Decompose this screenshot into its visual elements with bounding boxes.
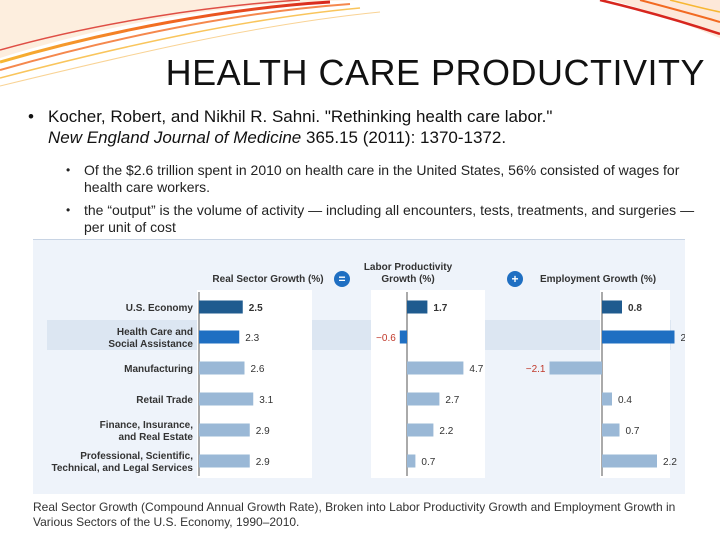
data-bar <box>407 392 440 406</box>
data-bar <box>602 454 657 468</box>
category-label: Retail Trade <box>136 395 193 406</box>
category-label: U.S. Economy <box>126 303 194 314</box>
data-label: −0.6 <box>376 333 396 344</box>
data-bar <box>199 423 250 437</box>
category-label: Professional, Scientific, Technical, and … <box>51 451 193 474</box>
sub-bullet-text: Of the $2.6 trillion spent in 2010 on he… <box>84 162 680 195</box>
data-label: 3.1 <box>259 395 273 406</box>
data-bar <box>199 361 245 375</box>
citation-journal: New England Journal of Medicine <box>48 128 302 147</box>
data-bar <box>407 300 428 314</box>
data-label: 2.9 <box>256 426 270 437</box>
data-label: 2.6 <box>251 364 265 375</box>
operator-symbol: + <box>511 272 518 286</box>
data-label: 2.2 <box>439 426 453 437</box>
category-label: Health Care and Social Assistance <box>108 327 193 350</box>
series-header: Employment Growth (%) <box>540 274 656 285</box>
operator-symbol: = <box>338 272 345 286</box>
operator-circle <box>334 271 350 287</box>
slide-title: HEALTH CARE PRODUCTIVITY <box>165 52 705 93</box>
data-bar <box>399 330 407 344</box>
data-bar <box>407 361 464 375</box>
data-label: 2.5 <box>249 303 263 314</box>
chart-panel <box>371 290 485 478</box>
data-label: 4.7 <box>469 364 483 375</box>
bullet-dot: • <box>28 107 34 126</box>
data-bar <box>602 423 620 437</box>
series-header: Real Sector Growth (%) <box>212 274 323 285</box>
citation-bullet: • Kocher, Robert, and Nikhil R. Sahni. "… <box>28 106 698 148</box>
data-label: 2.2 <box>663 457 677 468</box>
sub-bullet-list: • Of the $2.6 trillion spent in 2010 on … <box>66 162 698 236</box>
decorative-swirl-graphic <box>0 0 720 87</box>
chart-caption: Real Sector Growth (Compound Annual Grow… <box>33 500 676 529</box>
data-label: −2.1 <box>526 364 546 375</box>
citation-volume: 365.15 (2011): 1370-1372. <box>301 128 507 147</box>
series-header: Labor Productivity Growth (%) <box>364 262 453 285</box>
sector-growth-chart: U.S. Economy Health Care and Social Assist… <box>47 262 686 478</box>
data-label: 0.4 <box>618 395 632 406</box>
data-label: 0.7 <box>626 426 640 437</box>
data-label: 0.7 <box>421 457 435 468</box>
data-label: 2.9 <box>256 457 270 468</box>
sub-bullet-text: the “output” is the volume of activity —… <box>84 202 695 235</box>
operator-circle <box>507 271 523 287</box>
data-bar <box>199 300 243 314</box>
data-bar <box>602 300 622 314</box>
bullet-dot: • <box>66 203 71 217</box>
data-label: 2.7 <box>445 395 459 406</box>
chart-panel <box>600 290 670 478</box>
data-label: 0.8 <box>628 303 642 314</box>
data-label: 1.7 <box>433 303 447 314</box>
data-bar <box>199 392 254 406</box>
data-bar <box>549 361 602 375</box>
chart-figure: U.S. Economy Health Care and Social Assist… <box>33 239 685 494</box>
chart-panel <box>197 290 312 478</box>
highlight-band <box>47 320 671 350</box>
bullet-list: • Kocher, Robert, and Nikhil R. Sahni. "… <box>28 106 698 242</box>
data-bar <box>199 454 250 468</box>
data-bar <box>407 423 434 437</box>
sub-bullet-wages: • Of the $2.6 trillion spent in 2010 on … <box>66 162 698 196</box>
citation-authors-title: Kocher, Robert, and Nikhil R. Sahni. "Re… <box>48 107 553 126</box>
data-label: 2.9 <box>681 333 686 344</box>
data-label: 2.3 <box>245 333 259 344</box>
category-label: Manufacturing <box>124 364 193 375</box>
data-bar <box>602 330 675 344</box>
bullet-dot: • <box>66 163 71 177</box>
data-bar <box>199 330 240 344</box>
category-label: Finance, Insurance, and Real Estate <box>100 420 194 443</box>
data-bar <box>602 392 612 406</box>
sub-bullet-output: • the “output” is the volume of activity… <box>66 202 698 236</box>
data-bar <box>407 454 416 468</box>
